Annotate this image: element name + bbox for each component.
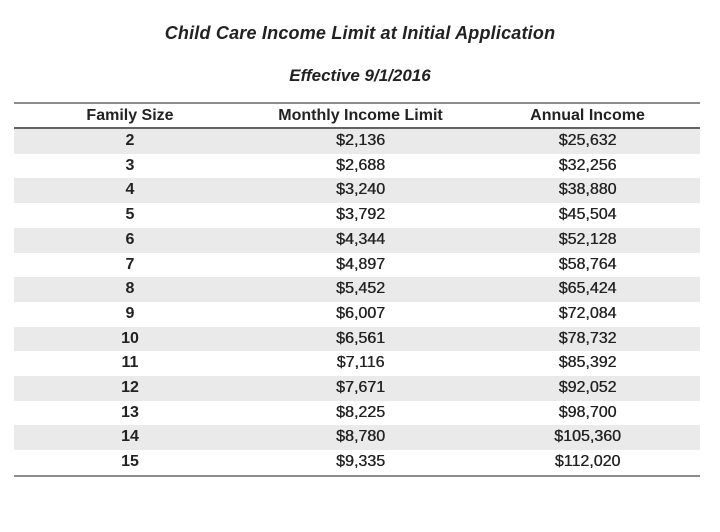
family-size-cell: 6 <box>125 230 135 248</box>
table-row: 10 $6,561 $78,732 <box>14 326 700 352</box>
table-row: 5 $3,792 $45,504 <box>14 203 700 228</box>
column-header-annual-income: Annual Income <box>475 102 700 129</box>
family-size-cell: 14 <box>121 428 139 446</box>
table-row: 8 $5,452 $65,424 <box>14 277 700 302</box>
annual-income-cell: $72,084 <box>558 304 617 322</box>
annual-income-cell: $32,256 <box>558 156 617 174</box>
annual-income-cell: $78,732 <box>558 329 617 347</box>
annual-income-cell: $58,764 <box>558 255 617 273</box>
table-body: 2 $2,136 $25,632 3 $2,688 $32,256 4 $3,240 $38,8… <box>14 128 700 477</box>
annual-income-cell: $92,052 <box>558 379 617 397</box>
family-size-cell: 13 <box>121 403 139 421</box>
monthly-income-cell: $4,897 <box>336 255 385 273</box>
monthly-income-cell: $8,225 <box>336 403 385 421</box>
table-row: 11 $7,116 $85,392 <box>14 351 700 376</box>
table-row: 2 $2,136 $25,632 <box>14 128 700 154</box>
family-size-cell: 11 <box>121 354 139 372</box>
annual-income-cell: $25,632 <box>558 132 617 149</box>
monthly-income-cell: $7,116 <box>336 354 385 372</box>
monthly-income-cell: $6,007 <box>336 304 385 322</box>
annual-income-cell: $45,504 <box>558 206 617 224</box>
monthly-income-cell: $4,344 <box>336 230 385 248</box>
family-size-cell: 8 <box>125 280 135 298</box>
family-size-cell: 4 <box>125 181 135 199</box>
annual-income-cell: $85,392 <box>558 354 617 372</box>
annual-income-cell: $65,424 <box>558 280 617 298</box>
table-header-row: Family Size Monthly Income Limit Annual … <box>14 102 700 129</box>
family-size-cell: 10 <box>121 329 139 347</box>
income-limit-table: Family Size Monthly Income Limit Annual … <box>14 102 700 477</box>
family-size-cell: 2 <box>125 132 135 149</box>
table-row: 7 $4,897 $58,764 <box>14 253 700 278</box>
annual-income-cell: $38,880 <box>558 181 617 199</box>
monthly-income-cell: $9,335 <box>246 450 475 477</box>
table-row: 6 $4,344 $52,128 <box>14 227 700 253</box>
monthly-income-cell: $5,452 <box>336 280 385 298</box>
monthly-income-cell: $8,780 <box>336 428 385 446</box>
table-row: 14 $8,780 $105,360 <box>14 425 700 451</box>
family-size-cell: 5 <box>125 206 135 224</box>
family-size-cell: 12 <box>121 379 139 397</box>
monthly-income-cell: $7,671 <box>336 379 385 397</box>
column-header-monthly-income-limit: Monthly Income Limit <box>246 102 475 129</box>
table-row: 12 $7,671 $92,052 <box>14 376 700 401</box>
document-page: Child Care Income Limit at Initial Appli… <box>0 23 720 477</box>
family-size-cell: 3 <box>125 156 135 174</box>
annual-income-cell: $52,128 <box>558 230 617 248</box>
monthly-income-cell: $3,792 <box>336 206 385 224</box>
family-size-cell: 9 <box>125 304 135 322</box>
table-row: 13 $8,225 $98,700 <box>14 401 700 426</box>
annual-income-cell: $98,700 <box>558 403 617 421</box>
table-row: 9 $6,007 $72,084 <box>14 302 700 327</box>
annual-income-cell: $105,360 <box>554 428 621 446</box>
table-row: 4 $3,240 $38,880 <box>14 178 700 204</box>
monthly-income-cell: $2,136 <box>336 132 385 149</box>
annual-income-cell: $112,020 <box>475 450 700 477</box>
monthly-income-cell: $3,240 <box>336 181 385 199</box>
table-row: 3 $2,688 $32,256 <box>14 154 700 179</box>
family-size-cell: 7 <box>125 255 135 273</box>
effective-date-subtitle: Effective 9/1/2016 <box>289 66 431 85</box>
family-size-cell: 15 <box>14 450 246 477</box>
table-row: 15 $9,335 $112,020 <box>14 450 700 477</box>
column-header-family-size: Family Size <box>14 102 246 129</box>
page-title: Child Care Income Limit at Initial Appli… <box>164 23 556 43</box>
monthly-income-cell: $6,561 <box>336 329 385 347</box>
monthly-income-cell: $2,688 <box>336 156 385 174</box>
